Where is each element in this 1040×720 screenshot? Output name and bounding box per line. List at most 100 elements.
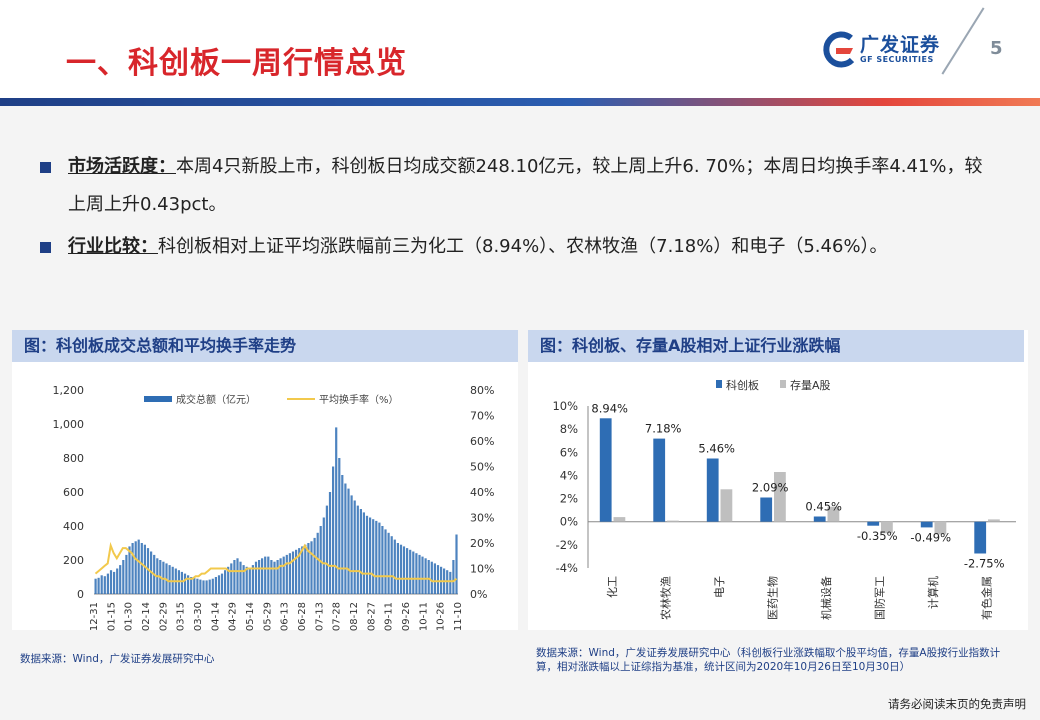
- y-left-tick: 600: [63, 486, 84, 499]
- volume-bar: [288, 553, 291, 594]
- volume-bar: [365, 515, 369, 594]
- legend-label-ashare: 存量A股: [790, 378, 831, 392]
- x-tick-label: 02-14: [141, 602, 152, 631]
- y-left-tick: 200: [63, 554, 84, 567]
- volume-bar: [307, 543, 310, 594]
- volume-bar: [227, 566, 230, 594]
- category-label: 医药生物: [766, 576, 780, 620]
- left-chart-title: 图：科创板成交总额和平均换手率走势: [12, 330, 518, 362]
- y-right-tick: 70%: [470, 410, 494, 423]
- y-left-tick: 1,200: [53, 384, 85, 397]
- volume-bar: [180, 571, 183, 594]
- ashare-bar: [613, 517, 626, 522]
- right-chart-panel: 图：科创板、存量A股相对上证行业涨跌幅 科创板 存量A股 10% 8% 6% 4% 2% 0%…: [528, 330, 1028, 630]
- volume-bar: [310, 541, 313, 594]
- volume-bar: [276, 560, 279, 594]
- x-tick-label: 10-26: [436, 602, 447, 631]
- volume-bar: [267, 556, 270, 594]
- ashare-bar: [988, 519, 1000, 522]
- star-market-bar: [760, 497, 773, 522]
- y-tick-label: 6%: [560, 445, 578, 459]
- volume-bar: [409, 549, 412, 594]
- logo-text-cn: 广发证券: [860, 34, 941, 56]
- ashare-bar: [881, 521, 893, 534]
- ashare-bar: [720, 489, 733, 522]
- volume-bar: [304, 544, 307, 594]
- volume-bar: [103, 576, 106, 594]
- disclaimer-text: 请务必阅读末页的免责声明: [888, 697, 1026, 711]
- volume-bar: [233, 560, 236, 594]
- volume-bar: [97, 577, 100, 594]
- y-right-tick: 0%: [470, 588, 487, 601]
- category-label: 有色金属: [980, 576, 994, 620]
- volume-bar: [217, 575, 221, 594]
- volume-bar: [319, 526, 322, 594]
- x-tick-label: 11-10: [453, 602, 464, 631]
- x-tick-label: 04-29: [228, 602, 239, 631]
- summary-bullets: 市场活跃度：本周4只新股上市，科创板日均成交额248.10亿元，较上周上升6. …: [40, 148, 1000, 270]
- data-label: 2.09%: [752, 481, 789, 495]
- y-right-tick: 50%: [470, 461, 494, 474]
- x-tick-label: 02-29: [158, 602, 169, 631]
- star-market-bar: [599, 418, 612, 522]
- volume-bar: [258, 560, 261, 594]
- x-tick-label: 12-31: [89, 602, 100, 631]
- volume-bar: [430, 561, 433, 594]
- volume-bar: [168, 565, 171, 594]
- volume-bar: [328, 492, 332, 594]
- data-label: -0.49%: [910, 530, 951, 544]
- category-label: 计算机: [926, 576, 940, 609]
- volume-turnover-chart: 成交总额（亿元） 平均换手率（%） 0 200 400 600 800 1,000 1,200 0…: [53, 384, 495, 631]
- star-market-bar: [920, 521, 933, 528]
- legend-label-star: 科创板: [726, 378, 759, 392]
- volume-bar: [285, 554, 288, 594]
- y-tick-label: 10%: [552, 399, 578, 413]
- y-tick-label: 8%: [560, 422, 578, 436]
- volume-bar: [415, 553, 418, 594]
- bullet-industry-compare: 行业比较：科创板相对上证平均涨跌幅前三为化工（8.94%）、农林牧渔（7.18%…: [40, 228, 1000, 266]
- gf-logo-icon: [823, 31, 855, 68]
- volume-bar: [187, 575, 190, 594]
- x-tick-label: 03-30: [193, 602, 204, 631]
- volume-bar: [193, 577, 196, 594]
- volume-bar: [251, 565, 254, 594]
- volume-bar: [291, 551, 295, 594]
- legend-swatch-star: [716, 380, 722, 388]
- volume-bar: [230, 563, 233, 594]
- volume-bar: [390, 536, 393, 594]
- volume-bar: [128, 546, 131, 594]
- right-chart-title: 图：科创板、存量A股相对上证行业涨跌幅: [528, 330, 1024, 362]
- volume-bar: [190, 577, 193, 594]
- category-label: 机械设备: [819, 576, 833, 620]
- volume-bar: [119, 565, 122, 594]
- volume-bar: [359, 509, 362, 594]
- data-label: 8.94%: [591, 401, 628, 415]
- volume-bar: [282, 556, 285, 594]
- volume-bar: [199, 579, 202, 594]
- volume-bar: [402, 546, 406, 594]
- volume-bar: [301, 546, 304, 594]
- volume-bar: [109, 570, 113, 594]
- x-tick-label: 10-11: [418, 602, 429, 631]
- volume-bar: [418, 554, 421, 594]
- industry-return-chart: 科创板 存量A股 10% 8% 6% 4% 2% 0% -2% -4% 8.94% 化工 7.18% 农林…: [552, 378, 1016, 620]
- volume-bar: [313, 537, 316, 594]
- data-label: 5.46%: [698, 442, 735, 456]
- volume-bar: [242, 565, 245, 594]
- volume-bar: [332, 466, 335, 594]
- x-tick-label: 06-28: [297, 602, 308, 631]
- x-tick-label: 09-11: [384, 602, 395, 631]
- y-tick-label: 2%: [560, 492, 578, 506]
- volume-bar: [94, 578, 97, 594]
- data-label: 0.45%: [805, 500, 842, 514]
- volume-bar: [369, 517, 372, 594]
- volume-bar: [202, 580, 205, 594]
- left-chart-source: 数据来源：Wind，广发证券发展研究中心: [20, 653, 215, 665]
- volume-bar: [211, 578, 214, 594]
- volume-bar: [208, 579, 211, 594]
- star-market-bar: [974, 521, 987, 554]
- volume-bar: [196, 578, 199, 594]
- volume-bar: [183, 573, 187, 594]
- volume-bar: [338, 458, 341, 594]
- y-right-tick: 60%: [470, 435, 494, 448]
